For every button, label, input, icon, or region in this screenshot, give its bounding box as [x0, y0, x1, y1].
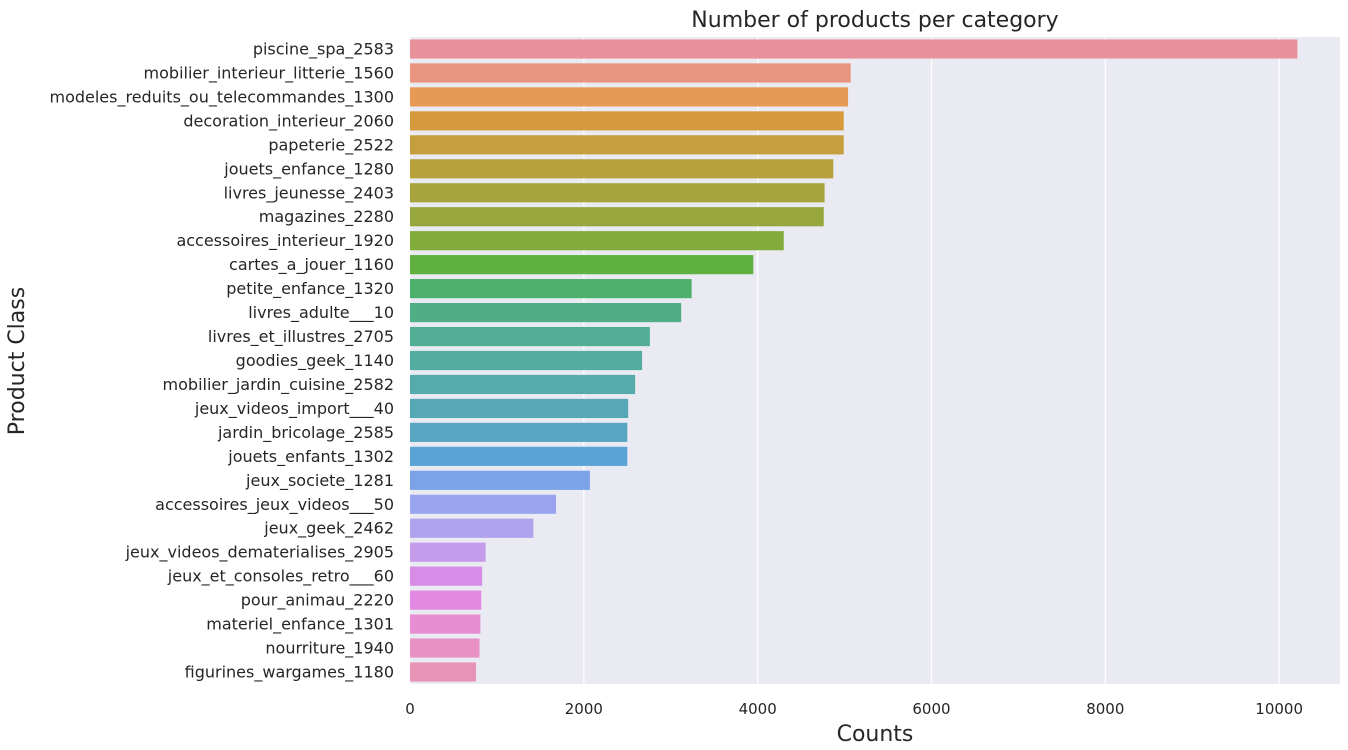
- bar: [410, 374, 636, 395]
- category-label: accessoires_jeux_videos___50: [155, 495, 394, 515]
- bar: [410, 87, 849, 107]
- category-label: jouets_enfants_1302: [227, 447, 394, 467]
- category-label: livres_adulte___10: [248, 303, 394, 323]
- bar: [410, 350, 643, 371]
- category-label: modeles_reduits_ou_telecommandes_1300: [49, 87, 394, 107]
- x-tick-label: 0: [405, 700, 415, 718]
- category-label: mobilier_jardin_cuisine_2582: [163, 375, 394, 395]
- bar: [410, 255, 754, 275]
- category-label: cartes_a_jouer_1160: [229, 255, 394, 275]
- bar: [410, 326, 650, 347]
- bar: [410, 446, 628, 466]
- category-label: piscine_spa_2583: [253, 39, 394, 59]
- bar: [410, 518, 534, 538]
- bar: [410, 39, 1298, 59]
- category-label: jeux_societe_1281: [245, 471, 394, 491]
- category-label: mobilier_interieur_litterie_1560: [144, 63, 394, 83]
- bar: [410, 63, 851, 83]
- category-label: papeterie_2522: [268, 135, 394, 155]
- bar: [410, 135, 844, 155]
- bar: [410, 422, 628, 442]
- category-label: nourriture_1940: [265, 639, 394, 659]
- x-tick-label: 6000: [912, 700, 950, 718]
- x-axis-title: Counts: [837, 722, 914, 747]
- bars: [410, 39, 1298, 682]
- category-label: pour_animau_2220: [241, 591, 394, 611]
- bar: [410, 398, 629, 419]
- category-label: jeux_geek_2462: [263, 519, 394, 539]
- bar: [410, 231, 784, 251]
- bar: [410, 542, 486, 562]
- x-tick-label: 4000: [739, 700, 777, 718]
- bar: [410, 111, 844, 131]
- y-axis-title: Product Class: [5, 287, 30, 435]
- category-label: jeux_et_consoles_retro___60: [167, 567, 394, 587]
- bar: [410, 302, 682, 323]
- bar: [410, 566, 483, 586]
- category-label: jeux_videos_dematerialises_2905: [125, 543, 394, 563]
- bar: [410, 159, 834, 179]
- bar: [410, 207, 824, 227]
- category-label: petite_enfance_1320: [226, 279, 394, 299]
- x-tick-label: 2000: [565, 700, 603, 718]
- category-label: jeux_videos_import___40: [194, 399, 394, 419]
- category-label: jouets_enfance_1280: [223, 159, 394, 179]
- category-label: figurines_wargames_1180: [185, 663, 394, 683]
- bar: [410, 279, 692, 299]
- category-label: livres_jeunesse_2403: [224, 183, 394, 203]
- bar: [410, 614, 481, 634]
- bar: [410, 590, 482, 610]
- category-labels: piscine_spa_2583 mobilier_interieur_litte…: [49, 39, 394, 682]
- chart-title: Number of products per category: [691, 8, 1058, 33]
- category-label: magazines_2280: [259, 207, 394, 227]
- category-label: goodies_geek_1140: [236, 351, 394, 371]
- category-label: materiel_enfance_1301: [206, 615, 394, 635]
- bar: [410, 494, 557, 514]
- x-tick-label: 8000: [1086, 700, 1124, 718]
- bar: [410, 470, 590, 490]
- category-label: livres_et_illustres_2705: [208, 327, 394, 347]
- x-tick-label: 10000: [1255, 700, 1303, 718]
- x-tick-labels: 0 2000 4000 6000 8000 10000: [405, 700, 1303, 718]
- category-label: jardin_bricolage_2585: [217, 423, 394, 443]
- category-label: decoration_interieur_2060: [183, 111, 394, 131]
- bar: [410, 638, 480, 658]
- category-label: accessoires_interieur_1920: [176, 231, 394, 251]
- bar: [410, 183, 825, 203]
- bar: [410, 662, 477, 682]
